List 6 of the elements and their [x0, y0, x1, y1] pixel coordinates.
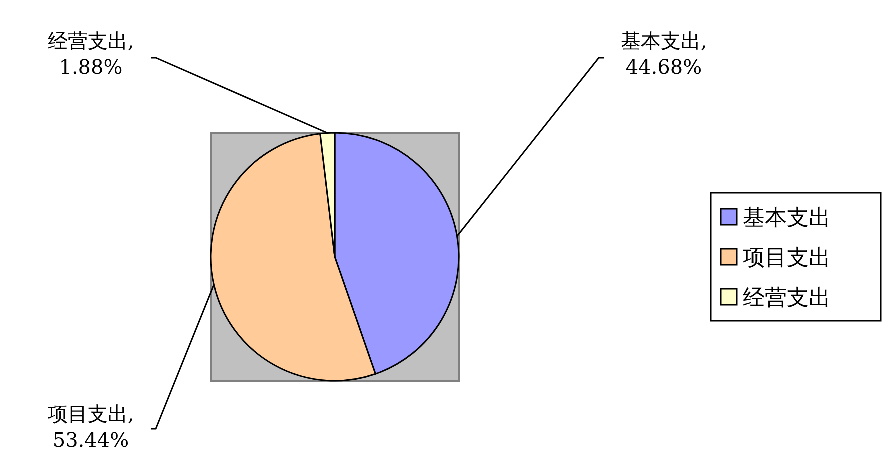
- legend-label: 项目支出: [743, 246, 831, 271]
- legend-label: 基本支出: [743, 206, 831, 231]
- legend-label: 经营支出: [743, 286, 831, 311]
- data-label: 经营支出, 1.88%: [48, 29, 134, 79]
- data-label: 基本支出, 44.68%: [620, 29, 708, 79]
- data-label: 项目支出, 53.44%: [48, 402, 134, 452]
